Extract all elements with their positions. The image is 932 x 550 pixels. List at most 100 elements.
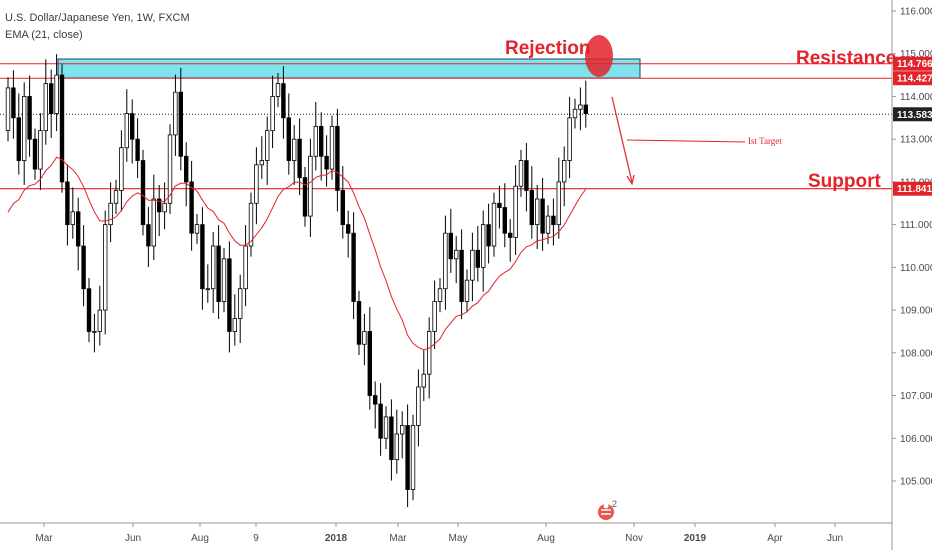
candle <box>156 184 162 237</box>
candle <box>38 113 43 191</box>
indicator-label: EMA (21, close) <box>5 29 83 41</box>
candle <box>497 185 502 229</box>
candle <box>578 87 583 131</box>
candle <box>81 225 86 307</box>
tv-logo-icon: 2 <box>598 499 617 520</box>
candle <box>345 210 351 258</box>
candle <box>318 112 324 181</box>
candle <box>475 225 480 282</box>
first-target-label: Ist Target <box>748 136 782 146</box>
candle <box>291 125 297 185</box>
candlestick-series <box>5 54 588 508</box>
candle <box>178 67 183 171</box>
candle <box>248 192 254 257</box>
chart-title: U.S. Dollar/Japanese Yen, 1W, FXCM <box>5 12 190 24</box>
candle <box>507 219 513 262</box>
candle <box>480 210 486 292</box>
candle <box>270 75 275 149</box>
candle <box>464 269 470 313</box>
candle <box>426 317 432 399</box>
support-label: Support <box>808 171 881 192</box>
candle <box>167 124 173 214</box>
candle <box>329 115 335 180</box>
candle <box>448 208 453 273</box>
candle <box>416 369 421 447</box>
candle <box>97 285 102 346</box>
resistance-zone[interactable] <box>57 58 641 79</box>
ema-line <box>7 156 587 351</box>
candle <box>486 203 491 264</box>
candle <box>173 74 178 156</box>
candle <box>43 59 48 145</box>
target-pointer-line <box>626 139 746 143</box>
candle <box>502 183 507 248</box>
candle <box>11 70 16 139</box>
candle <box>227 241 232 353</box>
candle <box>389 399 394 481</box>
candle <box>70 187 75 239</box>
level-lines <box>0 63 892 190</box>
candle <box>470 232 475 302</box>
candle <box>5 77 11 142</box>
candle <box>453 236 459 284</box>
candle <box>59 64 65 193</box>
candle <box>237 274 243 343</box>
candle <box>32 128 38 180</box>
candle <box>76 197 81 271</box>
candle <box>108 182 113 243</box>
svg-text:2: 2 <box>612 499 617 509</box>
candle <box>92 313 97 353</box>
candle <box>524 143 529 212</box>
y-tick-label: 107.000 <box>900 391 932 402</box>
candle <box>356 290 362 355</box>
x-tick-label: 2019 <box>684 533 707 544</box>
y-tick-label: 111.000 <box>900 220 932 231</box>
candle <box>313 102 318 171</box>
candle <box>562 146 567 207</box>
candle <box>21 82 27 185</box>
candle <box>151 174 156 261</box>
candle <box>540 178 545 251</box>
candle <box>459 229 464 320</box>
candle <box>302 166 308 227</box>
candle <box>286 93 291 175</box>
y-tick-label: 106.000 <box>900 434 932 445</box>
resistance-label: Resistance <box>796 48 896 69</box>
x-tick-label: Mar <box>389 533 407 544</box>
candle <box>572 98 578 129</box>
candle <box>135 118 140 179</box>
price-tag: 114.766 <box>893 56 932 71</box>
y-tick-label: 113.000 <box>900 135 932 146</box>
candle <box>383 406 389 449</box>
price-tag-label: 113.583 <box>897 110 932 121</box>
candle <box>216 225 221 320</box>
target-arrow <box>611 96 635 186</box>
candle <box>410 414 416 501</box>
candle <box>556 157 561 239</box>
candle <box>200 207 205 310</box>
candle <box>264 116 270 185</box>
candle <box>205 264 210 303</box>
y-tick-label: 109.000 <box>900 306 932 317</box>
candle <box>362 313 367 366</box>
x-tick-label: Apr <box>767 533 783 544</box>
candle <box>340 166 345 239</box>
candle <box>194 213 200 244</box>
candle <box>513 165 518 255</box>
candle <box>129 99 135 164</box>
x-tick-label: 9 <box>253 533 259 544</box>
candle <box>49 69 54 138</box>
candle <box>27 75 32 157</box>
rejection-label: Rejection <box>505 38 591 59</box>
candle <box>405 404 410 508</box>
candle <box>65 164 70 246</box>
y-tick-label: 116.000 <box>900 7 932 18</box>
candle <box>432 280 437 349</box>
candle <box>297 118 302 196</box>
candle <box>378 383 383 456</box>
candle <box>351 212 356 320</box>
candle <box>210 231 216 314</box>
time-axis[interactable]: Mar Jun Aug 9 2018 Mar May Aug Nov 2019 Apr Jun <box>35 523 843 544</box>
candle <box>221 248 227 313</box>
